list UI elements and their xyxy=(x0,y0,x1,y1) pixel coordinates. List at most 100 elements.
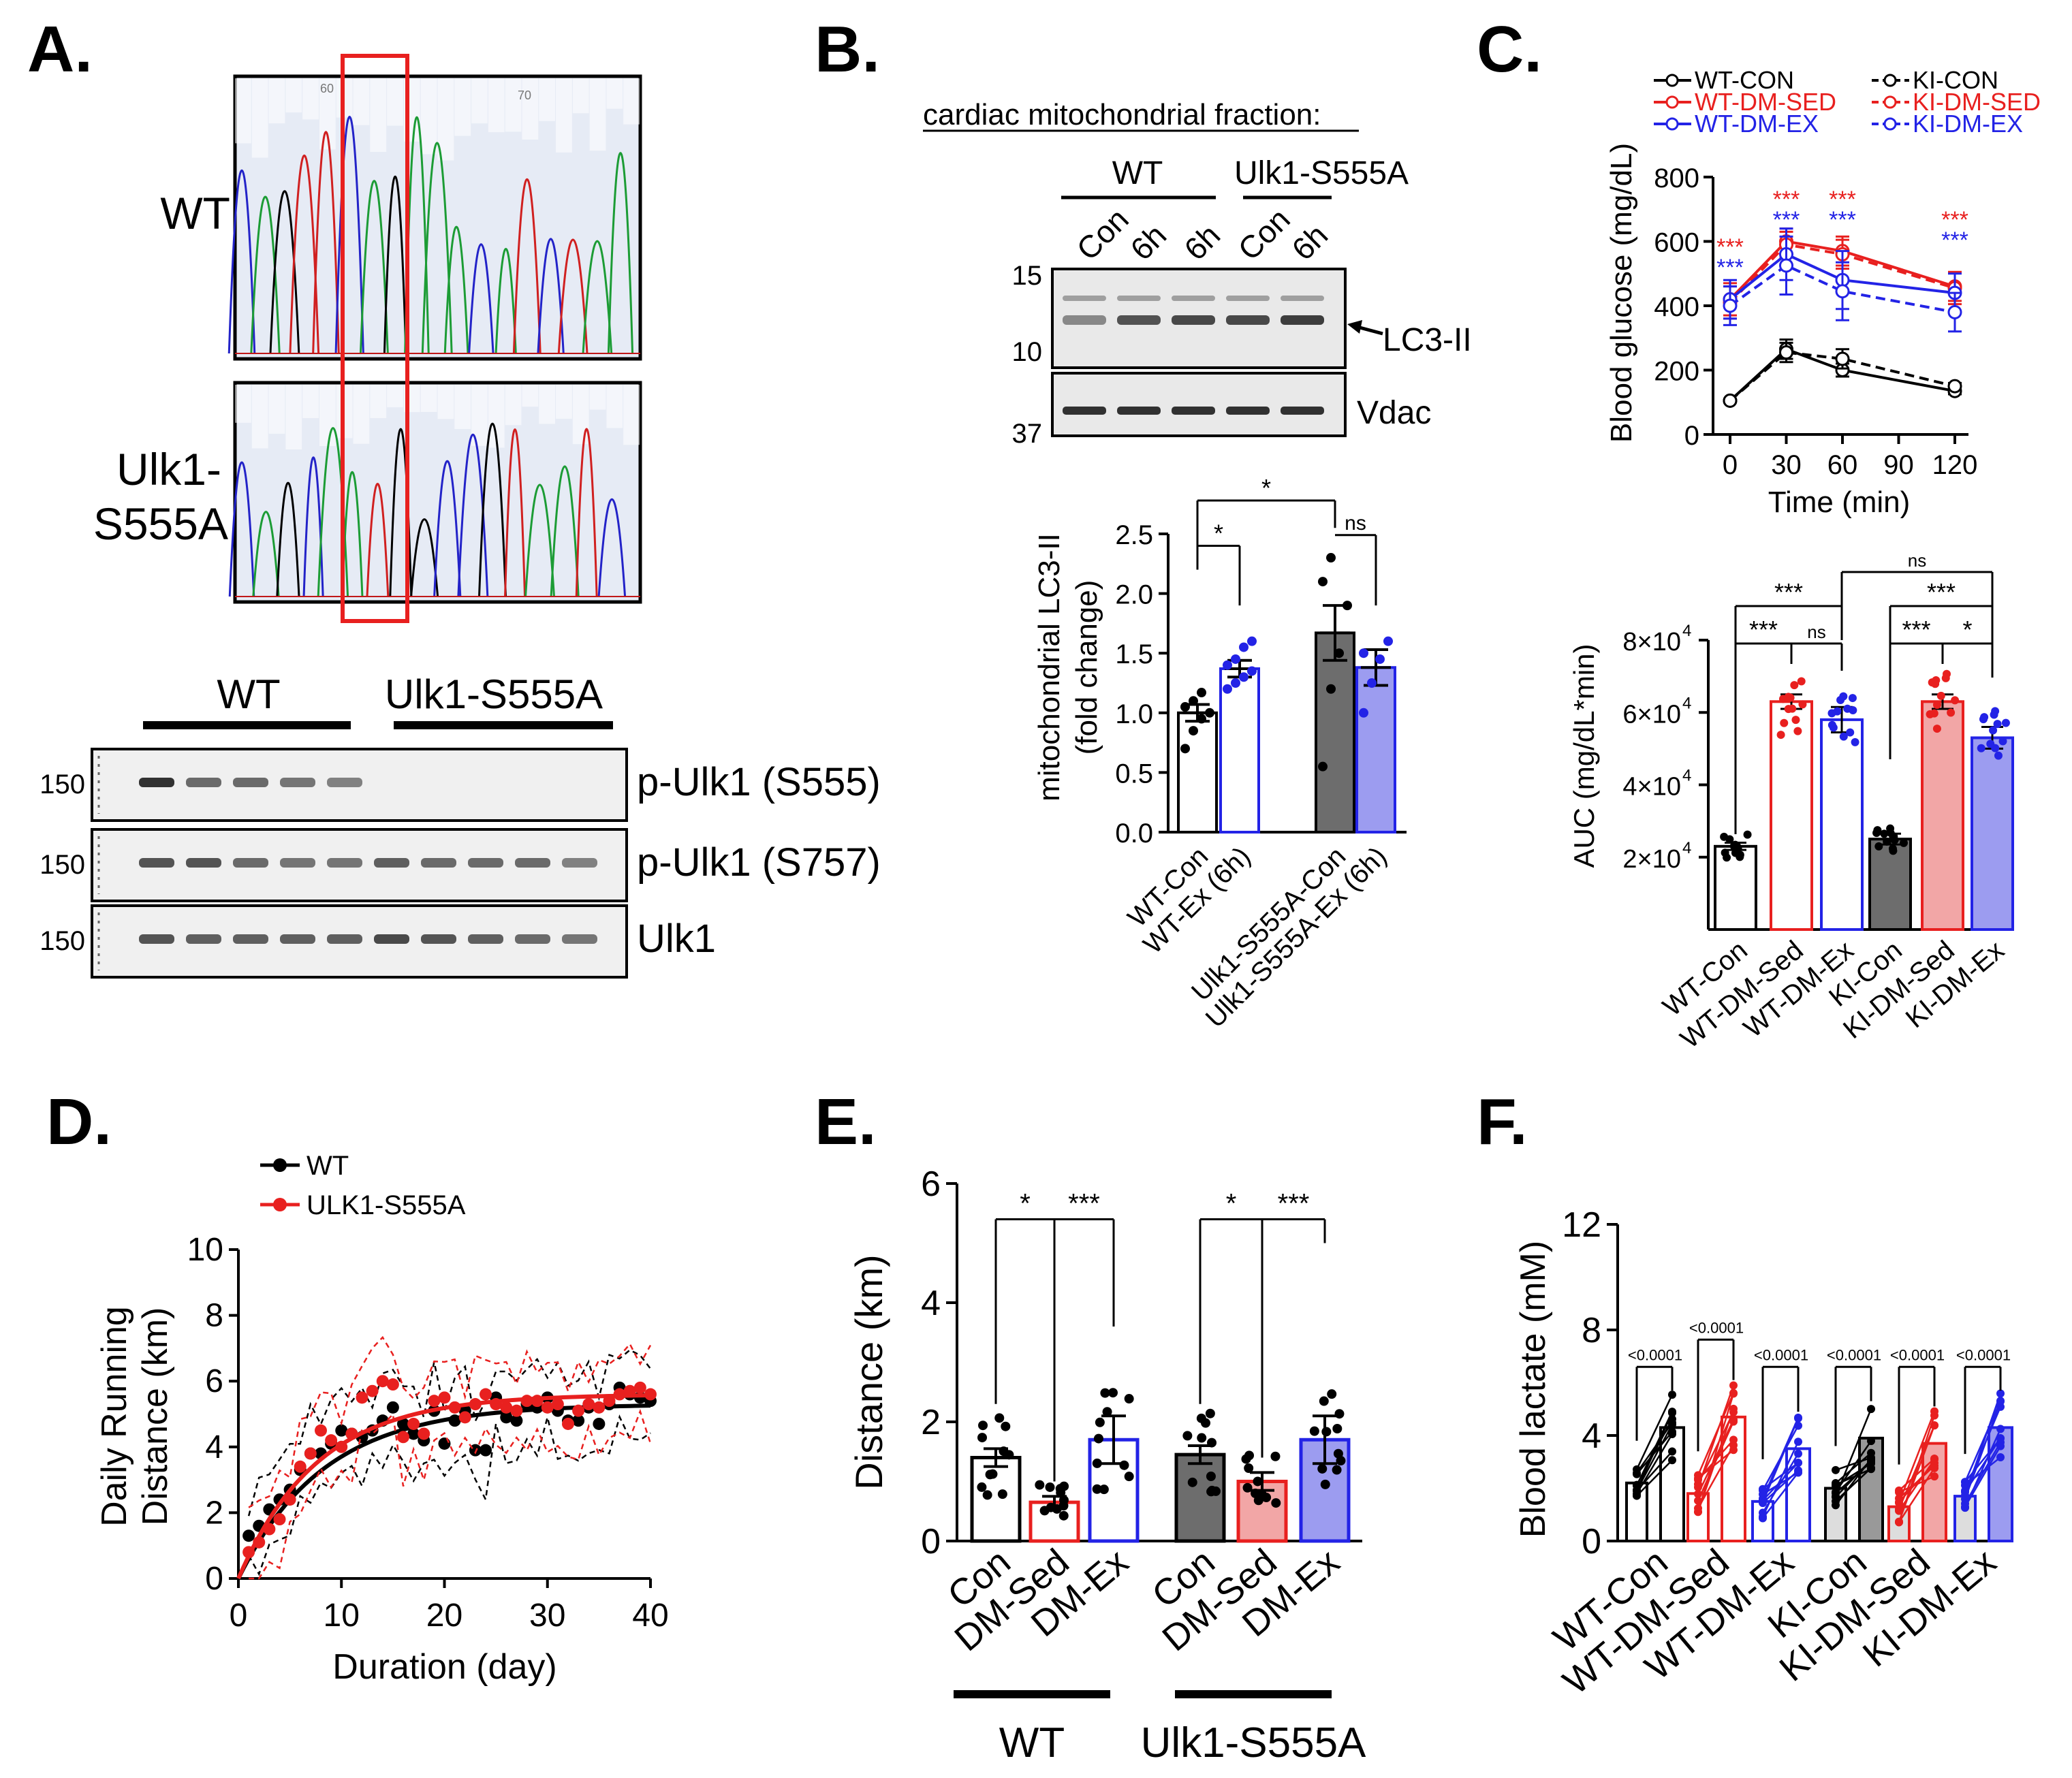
quality-bar xyxy=(268,78,285,124)
chromatogram-ki xyxy=(228,381,642,604)
data-point xyxy=(1668,1447,1676,1456)
blot-band xyxy=(280,778,315,787)
band-upper xyxy=(1172,296,1215,301)
trace-peak xyxy=(276,481,300,597)
quality-bar xyxy=(488,385,505,448)
quality-bar xyxy=(437,385,454,419)
data-point xyxy=(633,1381,646,1394)
blot-band xyxy=(233,858,268,868)
blot-band xyxy=(562,934,597,944)
data-point xyxy=(1797,677,1806,686)
blot-band xyxy=(421,858,456,868)
quality-bar xyxy=(505,78,522,132)
y-tick-label: 8 xyxy=(1582,1311,1601,1350)
data-point xyxy=(1035,1480,1045,1490)
data-point xyxy=(1729,1417,1738,1426)
data-point xyxy=(1827,709,1836,718)
data-point xyxy=(1786,693,1795,702)
y-tick-label: 1.5 xyxy=(1115,639,1153,669)
label-ki-1: Ulk1- xyxy=(116,444,221,494)
quality-bar xyxy=(235,78,251,144)
data-point xyxy=(1996,1434,2005,1443)
blot-band xyxy=(468,858,503,868)
series-line xyxy=(1729,240,1956,300)
blot-band xyxy=(233,934,268,944)
paired-line xyxy=(1635,1424,1674,1491)
p-value-label: <0.0001 xyxy=(1689,1319,1744,1336)
legend-marker xyxy=(1883,95,1897,109)
quality-bar xyxy=(420,78,437,155)
mw-label: 150 xyxy=(40,926,85,956)
band-label-vdac: Vdac xyxy=(1357,395,1431,431)
band-lc3 xyxy=(1063,315,1106,325)
quality-bar xyxy=(556,78,572,153)
sig-bracket-2-label: *** xyxy=(1774,578,1803,606)
bar xyxy=(1174,1452,1226,1543)
trace-peak xyxy=(289,155,320,354)
data-point xyxy=(1205,708,1214,718)
blot-band xyxy=(515,934,550,944)
band-vdac xyxy=(1117,407,1161,415)
data-point xyxy=(1124,1394,1134,1404)
data-point xyxy=(1694,1474,1702,1482)
bar-post xyxy=(1659,1426,1685,1542)
blot-band xyxy=(186,858,221,868)
quality-bar xyxy=(505,385,522,426)
data-point xyxy=(1359,648,1368,658)
bar xyxy=(1315,631,1355,834)
y-tick-label: 1.0 xyxy=(1115,699,1153,729)
x-tick-label: 40 xyxy=(632,1598,668,1634)
p-value-label: <0.0001 xyxy=(1628,1346,1682,1363)
data-point xyxy=(1729,1381,1738,1390)
data-point xyxy=(1058,1510,1069,1521)
data-point xyxy=(1936,691,1945,700)
y-tick-label: 8×10 xyxy=(1622,628,1681,656)
data-point xyxy=(315,1424,327,1437)
data-point xyxy=(1205,1408,1215,1418)
group-label-wt: WT xyxy=(999,1719,1065,1766)
data-point xyxy=(1932,701,1941,710)
panel-c-line: 0 200 400 600 800 0 30 60 90 120 Time (min) Blood g… xyxy=(1605,66,2041,519)
data-point xyxy=(1961,1499,1969,1508)
y-tick-exponent: 4 xyxy=(1682,839,1691,857)
data-point xyxy=(1733,842,1742,851)
data-point xyxy=(1247,666,1257,676)
series-point xyxy=(1835,284,1850,299)
data-point xyxy=(1895,1488,1903,1497)
series-point xyxy=(1779,258,1793,273)
trace-peak xyxy=(607,152,634,354)
data-point xyxy=(500,1411,513,1424)
quality-bar xyxy=(319,385,336,447)
data-point xyxy=(997,1489,1007,1499)
quality-bar xyxy=(572,78,589,114)
data-point xyxy=(1668,1427,1676,1436)
panel-label-A: A. xyxy=(27,13,93,86)
data-point xyxy=(1633,1470,1641,1478)
paired-line xyxy=(1761,1441,1800,1517)
data-point xyxy=(1895,1518,1903,1527)
data-point xyxy=(978,1420,988,1431)
data-point xyxy=(1093,1433,1103,1444)
data-point xyxy=(1318,761,1328,772)
paired-line xyxy=(1697,1393,1735,1476)
legend-label: WT-DM-EX xyxy=(1695,110,1819,138)
data-point xyxy=(977,1433,988,1443)
data-point xyxy=(1092,1458,1102,1468)
series-point xyxy=(1947,304,1962,319)
sig-bracket-2-label: *** xyxy=(1068,1189,1100,1219)
y-tick-label: 4 xyxy=(1582,1416,1601,1456)
data-point xyxy=(1319,1396,1329,1406)
legend-label: KI-DM-SED xyxy=(1913,88,2041,116)
series-line xyxy=(1729,264,1956,314)
x-tick-label: 0 xyxy=(1723,450,1738,480)
group-ki: Ulk1-S555A xyxy=(1234,155,1409,191)
group-wt: WT xyxy=(1112,155,1163,191)
data-point xyxy=(1951,696,1960,705)
blot-band xyxy=(233,778,268,787)
data-point xyxy=(1980,713,1989,722)
trace-peak xyxy=(512,178,541,354)
data-point xyxy=(1780,718,1789,727)
series-point xyxy=(1779,345,1793,360)
data-point xyxy=(1334,648,1344,658)
data-point xyxy=(480,1444,492,1457)
